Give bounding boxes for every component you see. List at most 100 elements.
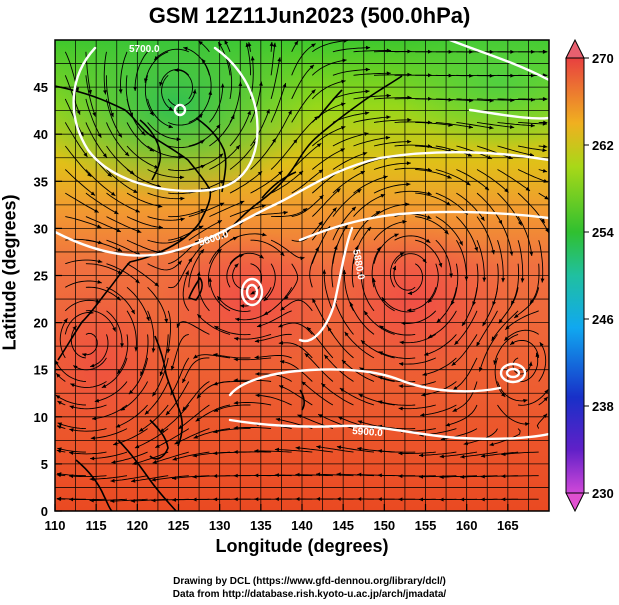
streamline-arrow [418, 474, 424, 479]
streamline-arrow [224, 40, 229, 45]
streamline-arrow [149, 147, 154, 152]
streamline [291, 64, 315, 100]
streamline-arrow [509, 125, 515, 129]
streamline-arrow [385, 135, 391, 140]
streamline-arrow [357, 497, 362, 501]
streamline-arrow [90, 363, 95, 368]
streamline-arrow [366, 226, 372, 232]
streamline [509, 339, 540, 358]
streamline-arrow [327, 326, 332, 332]
x-tick-label: 165 [497, 518, 519, 533]
streamline-arrow [454, 340, 459, 345]
streamline-arrow [69, 405, 75, 410]
streamline [159, 404, 190, 433]
streamline-arrow [318, 414, 323, 418]
streamline [85, 192, 119, 215]
streamline [435, 239, 452, 278]
streamline-arrow [542, 168, 548, 173]
streamline [280, 299, 313, 312]
streamline [188, 248, 205, 288]
streamline-arrow [540, 218, 545, 224]
streamline [270, 239, 305, 259]
streamline-arrow [459, 240, 463, 246]
streamline-arrow [466, 181, 471, 186]
streamline-arrow [275, 417, 281, 422]
streamline-arrow [398, 497, 403, 502]
streamline [126, 310, 137, 352]
streamline-arrow [530, 123, 535, 128]
streamline-arrow [357, 446, 362, 451]
streamline [291, 142, 322, 170]
streamline [270, 170, 304, 194]
streamline-arrow [301, 381, 307, 386]
streamline-arrow [274, 447, 280, 452]
streamline [401, 310, 437, 324]
streamline [372, 277, 395, 312]
streamline-arrow [295, 472, 300, 477]
streamline-arrow [116, 228, 121, 232]
streamline [358, 393, 395, 406]
streamline-arrow [438, 262, 443, 268]
streamline-arrow [509, 251, 514, 256]
streamline-arrow [306, 327, 312, 332]
streamline-arrow [114, 210, 119, 214]
streamline-arrow [90, 436, 95, 441]
streamline-arrow [324, 354, 329, 360]
streamline [424, 334, 457, 356]
streamline [311, 188, 341, 217]
streamline [497, 216, 513, 256]
streamline-arrow [254, 355, 259, 360]
streamline-arrow [92, 416, 97, 421]
x-tick-label: 125 [168, 518, 190, 533]
streamline-arrow [193, 354, 198, 359]
streamline [153, 48, 189, 61]
streamline-arrow [213, 451, 218, 456]
streamline [389, 252, 405, 288]
streamline [226, 254, 244, 288]
streamline [126, 286, 150, 322]
streamline-arrow [83, 152, 88, 157]
streamline [229, 110, 251, 147]
streamline-arrow [398, 406, 403, 411]
streamline [250, 170, 283, 194]
streamline [451, 334, 478, 366]
streamline-arrow [278, 340, 284, 345]
streamline [209, 200, 245, 218]
streamline-arrow [185, 270, 189, 276]
streamline-arrow [523, 398, 528, 403]
streamline [278, 385, 313, 406]
streamline-arrow [97, 259, 103, 264]
streamline-arrow [297, 414, 302, 419]
streamline [270, 57, 281, 100]
credit-data-source: Data from http://database.rish.kyoto-u.a… [172, 589, 447, 600]
streamline-arrow [70, 383, 75, 388]
streamline [85, 216, 122, 233]
streamline-arrow [197, 314, 202, 319]
streamline [139, 334, 149, 376]
streamline [393, 265, 416, 291]
streamline-arrow [213, 353, 218, 357]
streamline-arrow [439, 454, 444, 459]
contour-label-5900: 5900.0 [352, 426, 384, 439]
streamline-arrow [336, 496, 341, 501]
streamline [341, 359, 375, 382]
streamline-arrow [250, 290, 255, 295]
colorbar-label: 254 [592, 225, 614, 240]
streamline-arrow [510, 340, 515, 345]
streamline-arrow [351, 206, 356, 212]
streamline [106, 239, 142, 257]
streamline-arrow [164, 318, 169, 324]
streamline-arrow [460, 474, 465, 479]
x-tick-label: 150 [373, 518, 395, 533]
streamline [518, 145, 547, 152]
streamline [377, 474, 416, 477]
streamline [494, 357, 506, 398]
streamline-arrow [372, 277, 376, 283]
streamline-arrow [110, 112, 114, 118]
streamline-arrow [504, 188, 509, 193]
streamline [427, 263, 439, 304]
streamline [128, 357, 149, 395]
streamline-arrow [336, 445, 342, 450]
streamline-arrow [262, 232, 267, 237]
streamline-arrow [381, 297, 386, 302]
